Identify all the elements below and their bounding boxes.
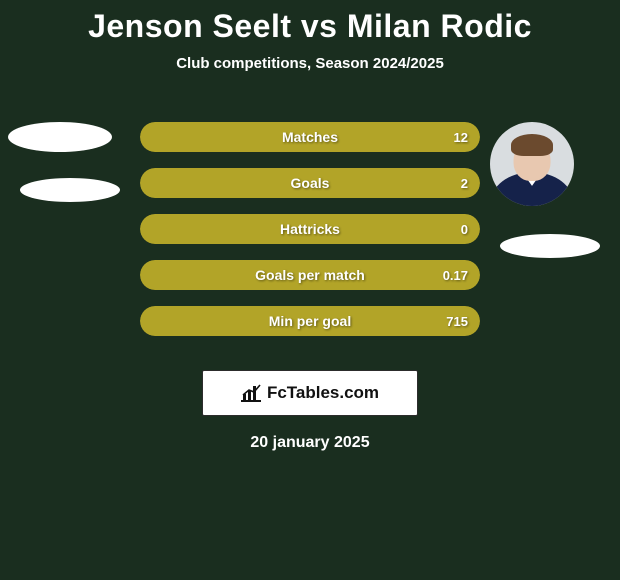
attribution-box: FcTables.com xyxy=(202,370,418,416)
stat-bar-value: 0.17 xyxy=(443,260,468,290)
page-subtitle: Club competitions, Season 2024/2025 xyxy=(0,55,620,72)
stat-bar-value: 0 xyxy=(461,214,468,244)
stat-bar: Goals per match0.17 xyxy=(140,260,480,290)
stat-bar: Goals2 xyxy=(140,168,480,198)
player2-avatar xyxy=(490,122,574,206)
comparison-area: Matches12 Goals2 Hattricks0 Goals per match… xyxy=(0,102,620,362)
player1-badge-placeholder-2 xyxy=(20,178,120,202)
page-title: Jenson Seelt vs Milan Rodic xyxy=(0,0,620,45)
stat-bar-value: 12 xyxy=(454,122,468,152)
stat-bar-label: Hattricks xyxy=(140,214,480,244)
stat-bars: Matches12 Goals2 Hattricks0 Goals per match… xyxy=(140,122,480,352)
stat-bar-label: Goals xyxy=(140,168,480,198)
stat-bar-value: 2 xyxy=(461,168,468,198)
player2-badge-placeholder xyxy=(500,234,600,258)
stat-bar-label: Min per goal xyxy=(140,306,480,336)
stat-bar: Hattricks0 xyxy=(140,214,480,244)
snapshot-date: 20 january 2025 xyxy=(0,434,620,452)
stat-bar: Matches12 xyxy=(140,122,480,152)
stat-bar-label: Goals per match xyxy=(140,260,480,290)
bar-chart-icon xyxy=(241,384,261,402)
attribution-text: FcTables.com xyxy=(267,383,379,403)
stat-bar: Min per goal715 xyxy=(140,306,480,336)
stat-bar-value: 715 xyxy=(446,306,468,336)
stat-bar-label: Matches xyxy=(140,122,480,152)
player2-avatar-face xyxy=(490,122,574,206)
player1-badge-placeholder-1 xyxy=(8,122,112,152)
